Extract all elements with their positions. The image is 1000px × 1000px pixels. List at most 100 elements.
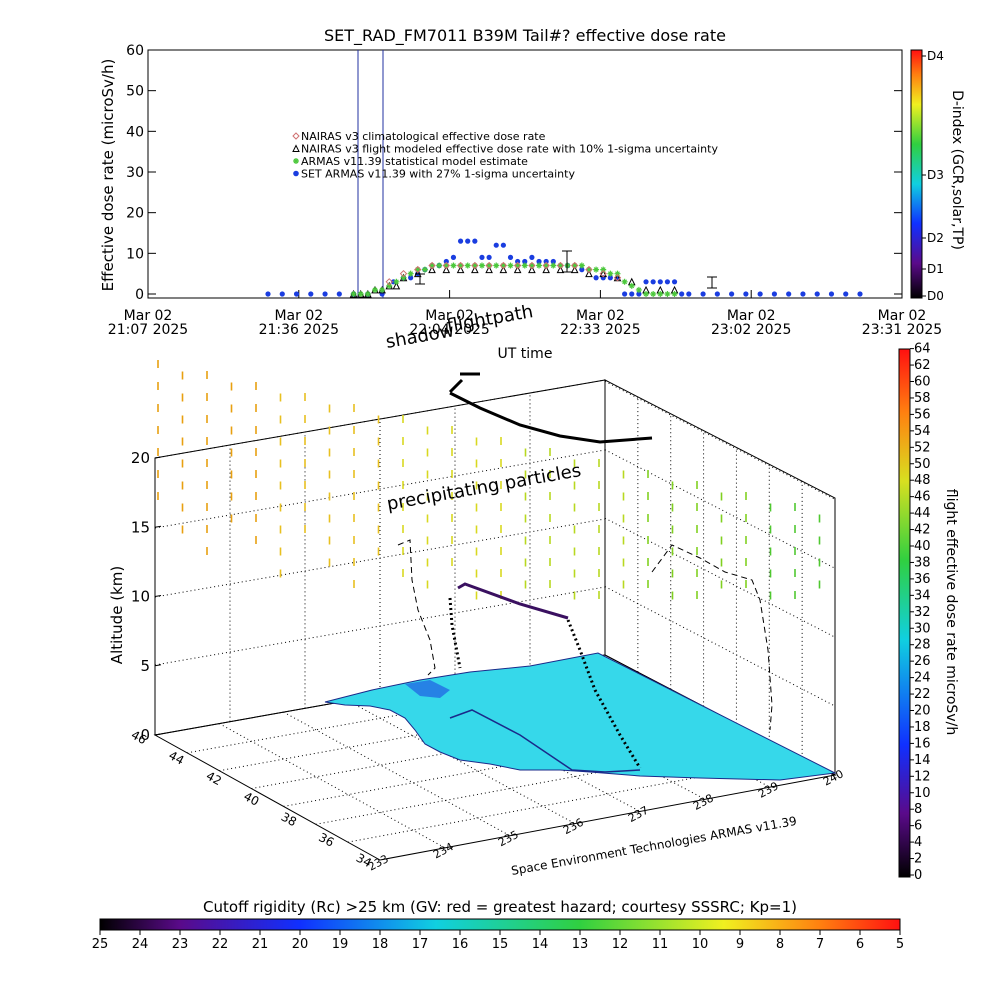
nairas-clim-point	[385, 278, 393, 286]
rigidity-tick-label: 24	[132, 937, 149, 952]
legend-label: NAIRAS v3 climatological effective dose …	[301, 130, 546, 143]
set-armas-point	[479, 254, 485, 260]
rigidity-tick-label: 21	[252, 937, 269, 952]
armas-model-point	[471, 262, 478, 269]
colorbar-tick-label: 4	[914, 835, 922, 850]
grid-line	[604, 449, 836, 569]
grid-lines	[154, 379, 836, 849]
shadow-ground-track	[449, 709, 641, 773]
set-armas-point	[771, 291, 778, 297]
colorbar-tick-label: 22	[914, 687, 931, 702]
x-tick-time: 22:33 2025	[560, 322, 640, 338]
y-axis-label: Effective dose rate (microSv/h)	[99, 59, 117, 292]
colorbar-tick-label: 26	[914, 654, 931, 669]
uncertainty-bars	[415, 250, 717, 289]
set-armas-point	[664, 279, 671, 285]
dose-rate-colorbar-label: flight effective dose rate microSv/h	[943, 489, 959, 735]
set-armas-point	[650, 279, 656, 285]
latitude-tick-label: 36	[316, 830, 336, 850]
armas-model-point	[500, 262, 507, 269]
colorbar-tick-label: 10	[914, 786, 931, 801]
grid-line	[604, 517, 836, 638]
land-map	[324, 652, 837, 781]
set-armas-point	[579, 267, 585, 273]
armas-model-point	[536, 262, 543, 269]
x-tick-time: 21:36 2025	[259, 322, 339, 338]
altitude-axis-ticks: 0 5 10 15 20	[131, 449, 162, 744]
rigidity-tick-label: 19	[332, 937, 349, 952]
colorbar-tick-label: 34	[914, 588, 931, 603]
precipitating-particles-field	[157, 360, 821, 600]
credit-annotation: Space Environment Technologies ARMAS v11…	[510, 814, 798, 878]
colorbar-tick-label: 52	[914, 440, 931, 455]
armas-model-point	[521, 262, 528, 269]
colorbar-tick-label: 54	[914, 424, 931, 439]
nairas-clim-point	[613, 274, 622, 282]
set-armas-point	[493, 242, 499, 248]
descent-profile	[448, 597, 642, 769]
altitude-tick-mark	[154, 595, 162, 597]
armas-model-point	[436, 262, 443, 269]
nairas-clim-point	[456, 261, 465, 270]
colorbar-tick-label: 30	[914, 621, 931, 636]
armas-model-point	[493, 262, 500, 269]
legend-label: ARMAS v11.39 statistical model estimate	[301, 155, 528, 168]
armas-model-point	[421, 266, 428, 273]
grid-line	[251, 705, 704, 790]
cutoff-rigidity-ticks: 25 24 23 22 21 20 19 18 17 16 15 14 13 12 11 10 9 8 7 6 5	[92, 930, 904, 952]
armas-model-point	[664, 291, 671, 297]
armas-model-point	[443, 262, 450, 269]
cutoff-rigidity-colorbar	[99, 918, 901, 931]
nairas-flight-point	[456, 265, 465, 274]
legend: NAIRAS v3 climatological effective dose …	[292, 130, 718, 181]
set-armas-point	[465, 238, 471, 244]
rigidity-tick-label: 6	[856, 937, 864, 952]
dose-rate-colorbar-ticks: 0246810121416182022242628303234363840424…	[910, 342, 931, 883]
x-tick-date: Mar 02	[727, 308, 776, 324]
nairas-flight-point	[471, 265, 479, 274]
cutoff-rigidity-colorbar-panel: Cutoff rigidity (Rc) >25 km (GV: red = g…	[92, 898, 904, 952]
colorbar-tick-label: 8	[914, 802, 922, 817]
nairas-clim-point	[414, 265, 422, 274]
nairas-flight-point	[485, 265, 493, 274]
altitude-projection-right	[651, 544, 773, 731]
armas-model-point	[514, 262, 521, 269]
y-tick-label: 20	[126, 206, 144, 222]
nairas-clim-point	[599, 269, 607, 278]
set-armas-point	[265, 291, 271, 297]
altitude-tick-mark	[154, 664, 162, 667]
longitude-tick-label: 237	[626, 804, 651, 825]
armas-model-point	[457, 262, 464, 269]
rigidity-tick-label: 8	[776, 937, 784, 952]
colorbar-tick-label: 32	[914, 605, 931, 620]
armas-model-point	[650, 291, 657, 297]
rigidity-tick-label: 12	[612, 937, 629, 952]
rigidity-tick-label: 14	[532, 937, 549, 952]
latitude-tick-label: 46	[129, 728, 149, 748]
grid-line	[219, 723, 446, 849]
set-armas-point	[543, 258, 549, 265]
armas-model-point	[507, 262, 514, 269]
colorbar-tick-label: 18	[914, 720, 931, 735]
nairas-clim-point	[513, 261, 522, 270]
colorbar-tick-label: 64	[914, 342, 931, 357]
armas-model-point	[350, 291, 357, 297]
colorbar-tick-label: 36	[914, 572, 931, 587]
altitude-tick-label: 0	[140, 726, 150, 744]
armas-model-point	[564, 262, 571, 269]
flightpath-shadow-line	[457, 582, 569, 620]
altitude-tick-label: 5	[140, 657, 150, 675]
colorbar-tick-label: 2	[914, 852, 922, 867]
nairas-flight-point	[513, 265, 522, 274]
armas-model-point	[635, 286, 642, 293]
d-index-tick-label: D1	[927, 262, 944, 276]
y-tick-label: 30	[126, 165, 144, 181]
d-index-tick-label: D3	[927, 168, 944, 182]
nairas-flight-point	[428, 265, 436, 274]
nairas-clim-point	[485, 261, 493, 270]
d-index-colorbar	[910, 49, 923, 299]
longitude-tick-label: 238	[691, 792, 716, 813]
nairas-flight-point	[392, 281, 401, 290]
land-coast-detail	[405, 680, 450, 698]
